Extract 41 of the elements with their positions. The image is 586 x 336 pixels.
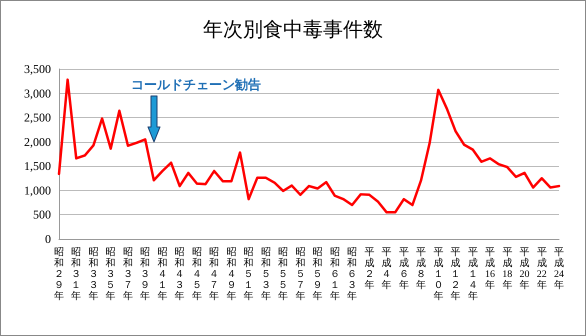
x-tick-label: 平成４年 [382, 247, 392, 291]
x-tick-label: 平成24年 [554, 247, 564, 291]
x-tick-label: 昭和４７年 [209, 247, 220, 302]
x-tick-label: 昭和４９年 [226, 247, 236, 302]
x-tick-label: 昭和３５年 [106, 247, 116, 302]
y-tick-label: 3,000 [24, 86, 51, 100]
x-tick-label: 平成20年 [520, 247, 530, 291]
x-tick-label: 平成１０年 [433, 247, 444, 302]
x-tick-label: 昭和５３年 [260, 247, 271, 302]
y-tick-label: 2,000 [24, 134, 51, 149]
x-tick-label: 昭和５７年 [295, 247, 306, 302]
x-tick-label: 平成６年 [398, 247, 409, 291]
x-tick-label: 昭和３３年 [88, 247, 98, 302]
x-tick-label: 昭和６３年 [347, 247, 358, 302]
x-tick-label: 平成２年 [364, 247, 374, 291]
x-tick-label: 平成16年 [485, 247, 496, 291]
y-tick-label: 2,500 [24, 110, 51, 125]
x-tick-label: 平成22年 [536, 247, 547, 291]
y-tick-label: 3,500 [24, 62, 51, 76]
x-tick-label: 昭和５５年 [278, 247, 288, 302]
line-series [58, 78, 560, 214]
x-tick-label: 昭和４３年 [174, 247, 185, 302]
x-tick-label: 昭和３９年 [140, 247, 150, 302]
y-tick-label: 1,500 [24, 159, 51, 174]
y-tick-label: 0 [45, 232, 51, 246]
x-tick-label: 昭和３７年 [122, 247, 133, 302]
x-tick-label: 昭和６１年 [330, 247, 340, 302]
annotation: コールドチェーン勧告 [131, 77, 261, 92]
x-tick-label: 平成８年 [416, 247, 426, 291]
x-tick-label: 昭和２９年 [54, 247, 64, 302]
chart-title: 年次別食中毒事件数 [203, 19, 383, 41]
x-tick-label: 昭和４５年 [192, 247, 202, 302]
y-tick-label: 1,000 [24, 183, 51, 198]
x-tick-label: 昭和５９年 [312, 247, 323, 302]
x-tick-label: 平成１４年 [468, 247, 478, 302]
x-tick-label: 昭和５１年 [244, 247, 254, 302]
x-tick-label: 平成１２年 [450, 247, 461, 302]
x-tick-label: 昭和３１年 [71, 247, 82, 302]
x-tick-label: 昭和４１年 [157, 247, 168, 302]
x-tick-label: 平成18年 [502, 247, 512, 291]
y-tick-label: 500 [33, 208, 51, 222]
